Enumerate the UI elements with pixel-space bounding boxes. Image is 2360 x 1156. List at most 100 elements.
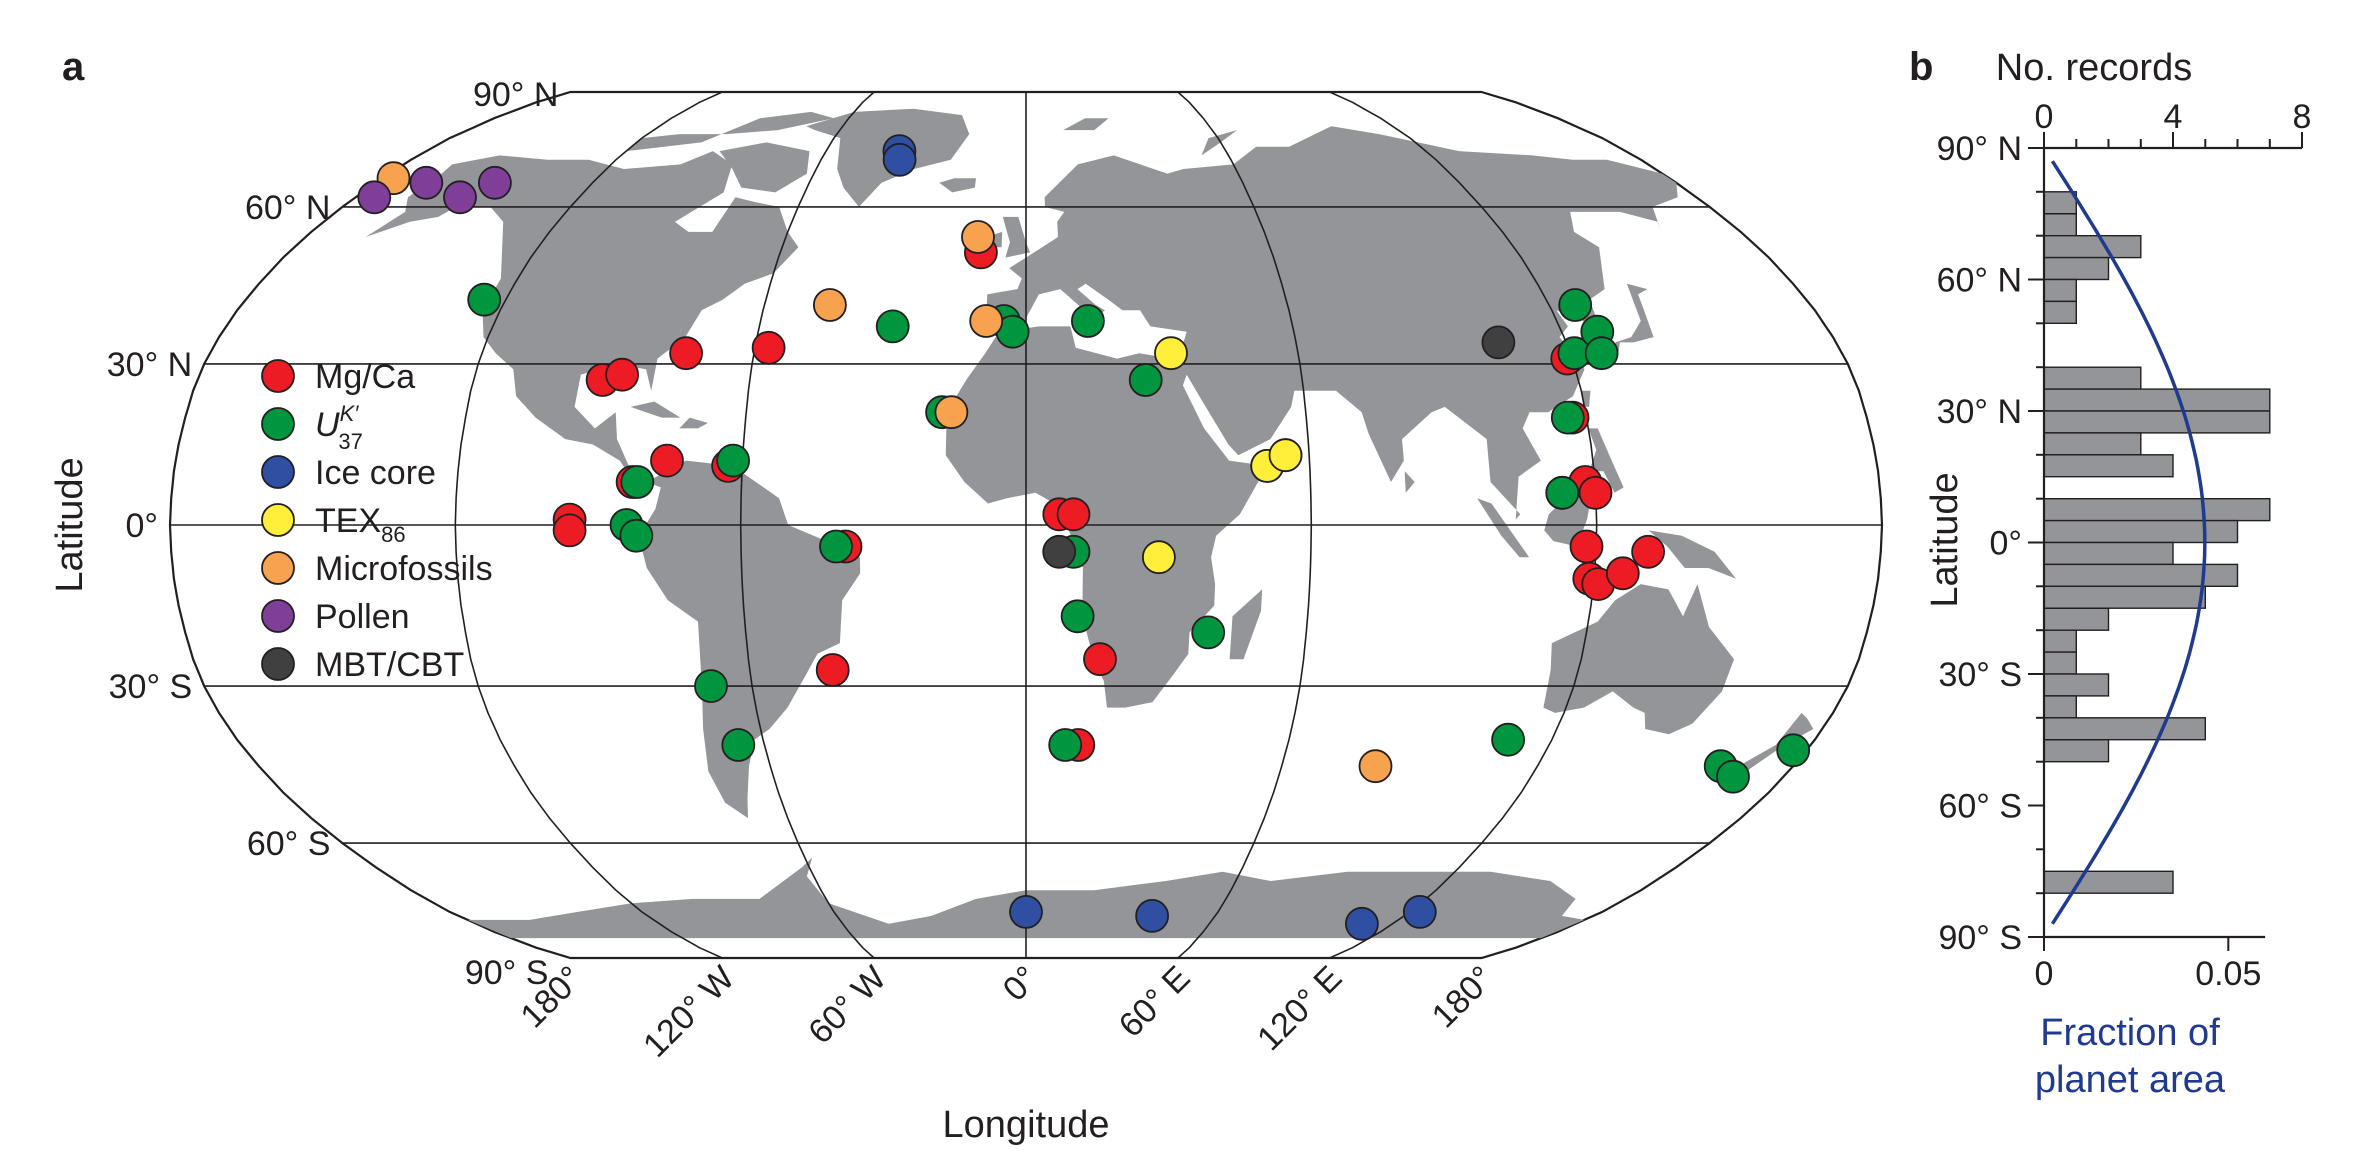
record-point <box>969 304 1004 338</box>
record-point <box>1345 906 1379 941</box>
record-point <box>605 357 639 392</box>
record-point <box>477 165 512 200</box>
record-point <box>620 465 655 499</box>
legend-marker <box>261 503 295 537</box>
land-madagascar <box>1229 589 1263 660</box>
panel-b-y-axis-title: Latitude <box>1924 472 1966 607</box>
legend-label: MBT/CBT <box>315 646 464 684</box>
land-britain <box>1002 216 1031 258</box>
bar <box>2043 673 2110 697</box>
legend-marker <box>261 407 295 441</box>
record-point <box>1191 615 1226 650</box>
land-canadian-arctic <box>626 111 834 152</box>
meridian-60 <box>1177 91 1313 959</box>
record-point <box>467 282 502 317</box>
lat-tick-label: 30° N <box>107 346 192 384</box>
record-point <box>552 513 587 548</box>
meridian--60 <box>739 91 875 959</box>
record-point <box>1402 895 1437 929</box>
panel-b-lat-tick-label: 30° N <box>1937 393 2022 431</box>
panel-b-lat-tick-label: 60° N <box>1937 262 2022 300</box>
record-point <box>1042 534 1077 569</box>
bar <box>2043 870 2174 894</box>
bar <box>2043 454 2174 478</box>
bar <box>2043 519 2239 544</box>
lat-tick-label: 90° N <box>473 76 558 114</box>
legend-label: Mg/Ca <box>315 358 415 396</box>
record-point <box>716 443 750 478</box>
legend-label: Ice core <box>315 454 436 492</box>
record-point <box>409 165 444 200</box>
bar <box>2043 300 2077 324</box>
record-point <box>1009 895 1043 929</box>
land-svalbard <box>1063 118 1109 131</box>
record-point <box>1491 722 1525 757</box>
record-point <box>819 529 853 564</box>
bar <box>2043 585 2207 609</box>
lat-tick-label: 30° S <box>109 668 193 706</box>
top-tick-label: 8 <box>2293 98 2312 136</box>
panel-b-lat-tick-label: 0° <box>1989 525 2022 563</box>
panel-a-label: a <box>62 45 85 89</box>
bar <box>2043 388 2271 412</box>
land-sumatra <box>1477 498 1530 558</box>
record-point <box>1631 534 1665 569</box>
record-point <box>1154 336 1188 371</box>
bottom-tick-label: 0.05 <box>2195 955 2261 993</box>
panel-b-axes: 0 4 8 0 0.05 90° N 60° N 30° N 0° 30° S 60° S 90° S <box>1937 98 2312 993</box>
land-baffin <box>719 142 810 193</box>
land-australia <box>1543 584 1734 735</box>
legend-label: TEX86 <box>315 502 406 547</box>
land-south-america <box>641 460 861 819</box>
land-masses <box>365 108 1814 939</box>
bar <box>2043 541 2174 566</box>
graticule <box>170 91 1882 959</box>
bar <box>2043 563 2239 588</box>
land-iceland <box>939 178 976 193</box>
panel-b: b No. records 0 4 8 0 0.05 90° N 60° N 30° N 0° 3… <box>1909 45 2311 1101</box>
lon-tick-label: 60° E <box>1112 959 1198 1045</box>
record-point <box>1142 540 1176 575</box>
bar <box>2043 629 2077 653</box>
record-point <box>1268 438 1303 473</box>
record-point <box>1083 642 1117 677</box>
record-point <box>619 518 654 553</box>
record-point <box>1135 899 1169 933</box>
longitude-tick-labels: 180° 120° W 60° W 0° 60° E 120° E 180° <box>513 959 1501 1065</box>
record-point <box>1716 759 1750 794</box>
land-hispaniola <box>679 417 708 429</box>
record-point <box>1545 475 1580 510</box>
land-north-america <box>365 151 799 488</box>
bar <box>2043 695 2077 719</box>
panel-b-label: b <box>1909 45 1933 89</box>
record-point <box>357 180 392 215</box>
lon-tick-label: 60° W <box>801 959 894 1052</box>
record-point <box>1605 556 1640 591</box>
record-point <box>815 653 850 687</box>
lon-tick-label: 120° W <box>636 959 742 1065</box>
legend-marker <box>261 359 295 393</box>
record-point <box>1060 599 1095 634</box>
bar <box>2043 366 2142 390</box>
record-point <box>1569 529 1604 564</box>
record-point <box>751 330 786 365</box>
lon-tick-label: 180° <box>1425 959 1502 1036</box>
latitude-tick-labels: 90° N 60° N 30° N 0° 30° S 60° S 90° S <box>107 76 559 992</box>
legend-label: Microfossils <box>315 550 493 588</box>
top-axis-title: No. records <box>1996 47 2192 89</box>
record-point <box>1584 336 1619 371</box>
record-point <box>721 728 756 762</box>
bar <box>2043 410 2271 434</box>
bottom-axis-title-line2: planet area <box>2035 1059 2226 1101</box>
land-africa-eurasia <box>945 126 1678 708</box>
record-point <box>1776 733 1811 768</box>
record-point <box>1056 497 1091 532</box>
record-point <box>1578 475 1613 510</box>
record-point <box>1558 288 1593 322</box>
bar <box>2043 739 2110 763</box>
lon-tick-label: 120° E <box>1250 959 1349 1058</box>
x-axis-title: Longitude <box>943 1104 1110 1146</box>
record-point <box>1071 304 1105 338</box>
bar <box>2043 498 2271 522</box>
record-point <box>934 395 969 430</box>
